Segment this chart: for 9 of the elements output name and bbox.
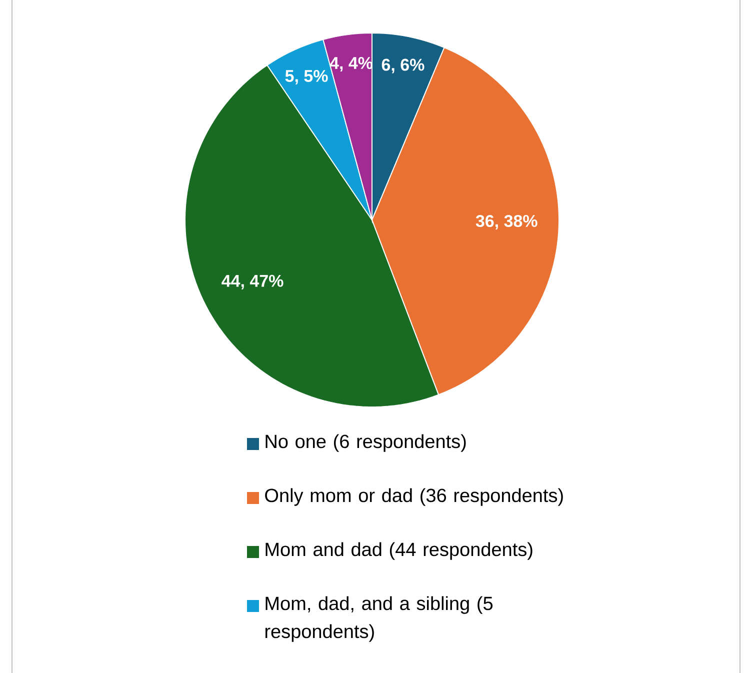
data-label: 36, 38% (476, 214, 538, 230)
data-label: 5, 5% (285, 70, 328, 84)
data-label: 4, 4% (330, 57, 373, 72)
data-label: 6, 6% (382, 58, 424, 74)
legend-label: Mom and dad (44 respondents) (266, 542, 532, 560)
legend-label: Only mom or dad (36 respondents) (265, 488, 563, 506)
data-label: 44, 47% (222, 274, 284, 290)
legend-label: No one (6 respondents) (266, 434, 466, 452)
legend-label: Mom, dad, and a sibling (5 respondents) (265, 596, 493, 642)
